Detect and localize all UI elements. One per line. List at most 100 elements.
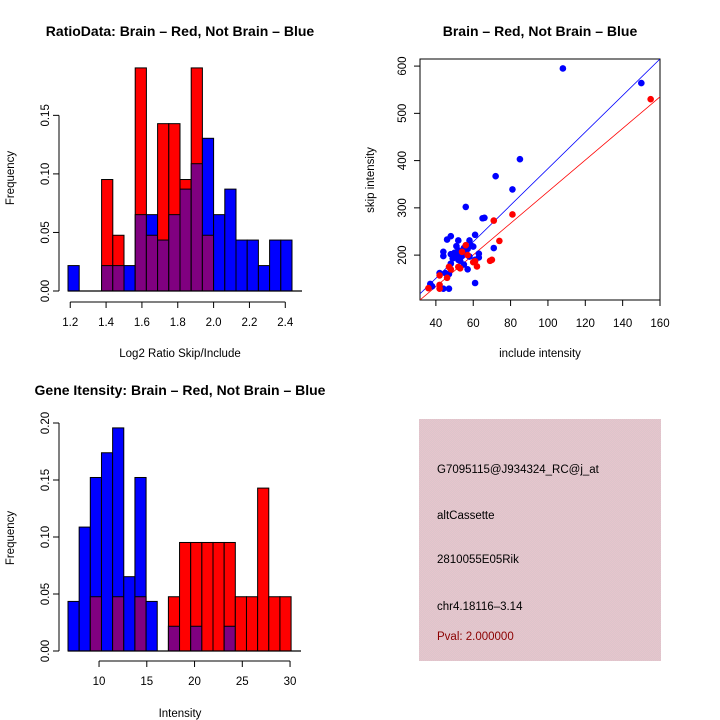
gene-histogram-bar-brain [201,541,214,652]
scatter-point-not-brain [490,244,498,252]
probe-info-panel: G7095115@J934324_RC@j_at altCassette 281… [419,419,661,661]
ratio-histogram-ylabel: Frequency [5,151,17,206]
scatter-point-not-brain [471,231,479,239]
gene-histogram-y-tick-label: 0.00 [40,640,52,662]
scatter-point-not-brain [492,172,499,180]
scatter-point-not-brain [516,155,524,163]
gene-histogram-bar-not-brain [100,452,114,652]
scatter-xlabel: include intensity [499,348,581,360]
gene-histogram-title: Gene Itensity: Brain – Red, Not Brain – … [35,382,326,398]
ratio-histogram-y-tick-label: 0.00 [40,280,52,302]
ratio-histogram-title: RatioData: Brain – Red, Not Brain – Blue [46,23,315,39]
scatter-point-brain [436,285,443,292]
gene-intensity-histogram-panel: Gene Itensity: Brain – Red, Not Brain – … [5,382,326,720]
scatter-axes: 40 60 80 100 120 140 160 200 300 400 500 600 [397,56,670,330]
gene-histogram-x-tick-label: 15 [140,676,153,688]
scatter-point-not-brain [509,186,516,193]
ratio-histogram-bar-overlap [201,234,215,292]
pval-text: Pval: 2.000000 [437,631,514,643]
scatter-point-not-brain [462,203,470,211]
scatter-point-brain [456,265,464,272]
scatter-point-brain [458,248,466,256]
ratio-histogram-bar-overlap [179,188,192,292]
scatter-point-not-brain [449,255,456,262]
scatter-x-tick-label: 120 [576,318,595,330]
ratio-histogram-bar-not-brain [67,265,80,292]
gene-histogram-y-tick-label: 0.10 [40,526,52,548]
ratio-histogram-bar-overlap [145,234,159,292]
gene-histogram-bar-overlap [112,596,125,652]
location-text: chr4.18116–3.14 [437,601,523,613]
gene-histogram-y-tick-label: 0.20 [40,412,52,434]
ratio-histogram-panel: RatioData: Brain – Red, Not Brain – Blue… [5,23,314,360]
scatter-point-not-brain [559,65,567,72]
scatter-point-brain [447,265,455,273]
gene-histogram-x-tick-label: 30 [284,676,297,688]
scatter-point-not-brain [638,79,645,87]
ratio-histogram-bar-not-brain [257,265,271,292]
scatter-x-tick-label: 140 [613,318,632,330]
gene-histogram-y-tick-label: 0.15 [40,469,52,491]
scatter-x-tick-label: 40 [429,318,442,330]
gene-histogram-bar-overlap [190,625,203,652]
scatter-plot-box [419,58,661,301]
ratio-histogram-bar-not-brain [235,239,248,292]
ratio-histogram-bars [67,67,293,292]
scatter-fit-line-brain [420,96,660,300]
scatter-point-brain [443,274,451,282]
scatter-point-not-brain [440,252,447,260]
ratio-histogram-x-tick-label: 1.6 [134,317,150,329]
scatter-point-not-brain [443,236,451,243]
gene-histogram-ylabel: Frequency [5,511,17,566]
ratio-histogram-x-tick-label: 1.2 [62,317,78,329]
scatter-point-brain [462,241,470,249]
ratio-histogram-y-tick-label: 0.10 [40,163,52,185]
scatter-point-not-brain [469,243,477,250]
gene-histogram-bar-overlap [167,625,181,652]
ratio-histogram-y-tick-label: 0.15 [40,104,52,126]
gene-histogram-bar-not-brain [78,526,91,652]
ratio-histogram-bar-overlap [101,265,114,292]
event-type-text: altCassette [437,510,495,522]
scatter-point-not-brain [471,279,479,287]
ratio-histogram-xlabel: Log2 Ratio Skip/Include [119,348,240,360]
gene-histogram-bar-not-brain [67,600,80,652]
gene-histogram-bar-not-brain [123,576,136,652]
scatter-point-not-brain [466,237,473,244]
scatter-point-not-brain [451,249,458,257]
gene-histogram-bar-brain [257,487,270,652]
gene-histogram-bar-brain [212,541,225,652]
scatter-y-tick-label: 200 [397,246,409,265]
ratio-histogram-bar-overlap [157,239,170,292]
scatter-point-brain [425,284,432,292]
scatter-x-tick-label: 160 [650,318,669,330]
scatter-points [425,65,654,292]
scatter-point-brain [486,257,494,265]
scatter-ylabel: skip intensity [365,147,377,213]
gene-histogram-bars [67,427,292,652]
scatter-point-brain [469,258,477,266]
scatter-point-brain [436,272,443,279]
probe-id-text: G7095115@J934324_RC@j_at [437,464,599,476]
scatter-title: Brain – Red, Not Brain – Blue [443,23,638,39]
ratio-histogram-x-tick-label: 1.8 [170,317,186,329]
scatter-point-brain [496,237,503,245]
gene-name-text: 2810055E05Rik [437,554,519,566]
scatter-x-tick-label: 80 [504,318,517,330]
gene-histogram-x-tick-label: 20 [188,676,201,688]
gene-histogram-bar-overlap [89,596,102,652]
intensity-scatter-panel: Brain – Red, Not Brain – Blue include in… [365,23,670,360]
scatter-point-brain [464,251,471,259]
scatter-x-tick-label: 60 [467,318,480,330]
ratio-histogram-bar-overlap [190,163,203,292]
gene-histogram-bar-brain [268,596,281,652]
ratio-histogram-y-tick-label: 0.05 [40,221,52,243]
ratio-histogram-bar-not-brain [280,239,293,292]
ratio-histogram-bar-not-brain [123,265,136,292]
gene-histogram-axes: 0.00 0.05 0.10 0.15 0.20 10 15 20 25 30 [40,412,301,688]
scatter-point-not-brain [445,285,453,292]
ratio-histogram-x-tick-label: 1.4 [98,317,115,329]
gene-histogram-bar-brain [245,596,259,652]
scatter-x-tick-label: 100 [538,318,557,330]
